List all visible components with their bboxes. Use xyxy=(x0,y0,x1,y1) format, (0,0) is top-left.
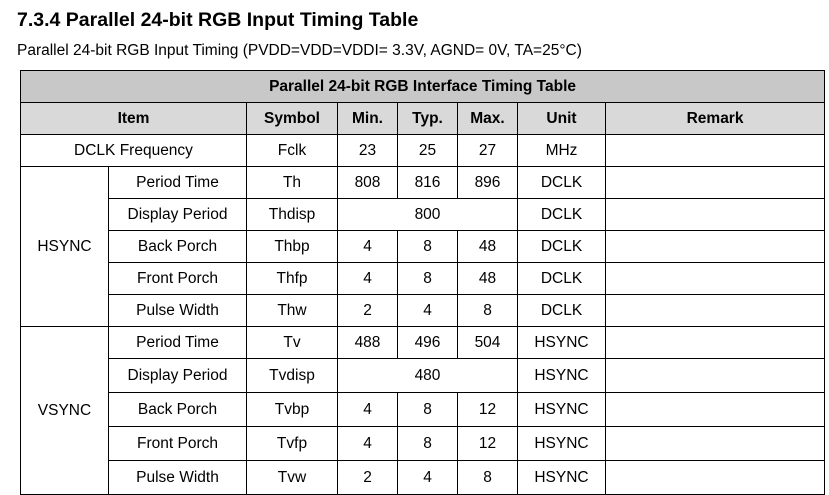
table-row-vsync-display: Display Period Tvdisp 480 HSYNC xyxy=(21,358,826,393)
cell-min: 4 xyxy=(337,262,398,295)
cell-typ: 8 xyxy=(397,392,458,427)
cell-max: 8 xyxy=(457,460,518,495)
cell-min: 4 xyxy=(337,392,398,427)
cell-min: 23 xyxy=(337,134,398,167)
cell-unit: HSYNC xyxy=(517,326,606,359)
table-row-hsync-pulse-width: Pulse Width Thw 2 4 8 DCLK xyxy=(21,294,826,327)
table-row-vsync-back-porch: Back Porch Tvbp 4 8 12 HSYNC xyxy=(21,392,826,427)
cell-max: 48 xyxy=(457,230,518,263)
cell-item: Front Porch xyxy=(108,426,247,461)
cell-typ: 25 xyxy=(397,134,458,167)
cell-item: Back Porch xyxy=(108,230,247,263)
cell-remark xyxy=(604,392,826,427)
cell-max: 504 xyxy=(457,326,518,359)
table-row-hsync-back-porch: Back Porch Thbp 4 8 48 DCLK xyxy=(21,230,826,263)
cell-remark xyxy=(604,198,826,231)
cell-item: Pulse Width xyxy=(108,460,247,495)
cell-remark xyxy=(604,326,826,359)
cell-item: Front Porch xyxy=(108,262,247,295)
cell-min: 4 xyxy=(337,230,398,263)
table-title: Parallel 24-bit RGB Interface Timing Tab… xyxy=(19,70,826,103)
table-row-hsync-display: Display Period Thdisp 800 DCLK xyxy=(21,198,826,231)
cell-typ: 8 xyxy=(397,230,458,263)
cell-max: 896 xyxy=(457,166,518,199)
cell-typ: 4 xyxy=(397,460,458,495)
cell-unit: DCLK xyxy=(517,262,606,295)
cell-symbol: Tv xyxy=(246,326,338,359)
header-min: Min. xyxy=(337,102,398,135)
table-row-hsync-period: HSYNC Period Time Th 808 816 896 DCLK xyxy=(20,166,826,327)
cell-unit: DCLK xyxy=(517,198,606,231)
cell-unit: HSYNC xyxy=(517,358,606,393)
cell-item: Display Period xyxy=(108,358,247,393)
cell-unit: DCLK xyxy=(517,230,606,263)
cell-min: 2 xyxy=(337,294,398,327)
cell-remark xyxy=(604,460,826,495)
cell-symbol: Thw xyxy=(246,294,338,327)
cell-symbol: Thbp xyxy=(246,230,338,263)
cell-max: 12 xyxy=(457,426,518,461)
section-heading: 7.3.4 Parallel 24-bit RGB Input Timing T… xyxy=(17,9,419,31)
cell-symbol: Tvfp xyxy=(246,426,338,461)
cell-value: 800 xyxy=(337,198,518,231)
cell-typ: 8 xyxy=(397,262,458,295)
table-row-dclk: DCLK Frequency Fclk 23 25 27 MHz xyxy=(20,134,826,167)
cell-remark xyxy=(604,426,826,461)
group-label-vsync: VSYNC xyxy=(20,326,109,495)
cell-max: 48 xyxy=(457,262,518,295)
header-max: Max. xyxy=(457,102,518,135)
cell-item: Back Porch xyxy=(108,392,247,427)
cell-unit: HSYNC xyxy=(517,426,606,461)
header-remark: Remark xyxy=(604,102,826,135)
cell-symbol: Thdisp xyxy=(246,198,338,231)
cell-symbol: Fclk xyxy=(246,134,338,167)
cell-min: 488 xyxy=(337,326,398,359)
cell-unit: HSYNC xyxy=(517,392,606,427)
cell-item: Pulse Width xyxy=(108,294,247,327)
cell-unit: DCLK xyxy=(517,166,606,199)
cell-remark xyxy=(604,262,826,295)
cell-min: 2 xyxy=(337,460,398,495)
table-row-vsync-period: VSYNC Period Time Tv 488 496 504 HSYNC xyxy=(20,326,826,495)
group-label-hsync: HSYNC xyxy=(20,166,109,327)
cell-typ: 4 xyxy=(397,294,458,327)
cell-item: DCLK Frequency xyxy=(20,134,247,167)
cell-unit: HSYNC xyxy=(517,460,606,495)
cell-value: 480 xyxy=(337,358,518,393)
cell-symbol: Thfp xyxy=(246,262,338,295)
cell-remark xyxy=(604,230,826,263)
table-row-hsync-front-porch: Front Porch Thfp 4 8 48 DCLK xyxy=(21,262,826,295)
table-row-vsync-pulse-width: Pulse Width Tvw 2 4 8 HSYNC xyxy=(21,460,826,495)
cell-symbol: Th xyxy=(246,166,338,199)
timing-table: Parallel 24-bit RGB Interface Timing Tab… xyxy=(19,70,826,495)
cell-symbol: Tvdisp xyxy=(246,358,338,393)
header-typ: Typ. xyxy=(397,102,458,135)
header-item: Item xyxy=(20,102,247,135)
header-unit: Unit xyxy=(517,102,606,135)
cell-typ: 816 xyxy=(397,166,458,199)
cell-typ: 496 xyxy=(397,326,458,359)
cell-item: Period Time xyxy=(108,326,247,359)
cell-remark xyxy=(604,166,826,199)
cell-symbol: Tvw xyxy=(246,460,338,495)
cell-remark xyxy=(604,358,826,393)
cell-remark xyxy=(604,294,826,327)
cell-unit: DCLK xyxy=(517,294,606,327)
cell-min: 808 xyxy=(337,166,398,199)
cell-item: Display Period xyxy=(108,198,247,231)
cell-remark xyxy=(604,134,826,167)
cell-min: 4 xyxy=(337,426,398,461)
cell-symbol: Tvbp xyxy=(246,392,338,427)
cell-typ: 8 xyxy=(397,426,458,461)
table-row-vsync-front-porch: Front Porch Tvfp 4 8 12 HSYNC xyxy=(21,426,826,461)
header-symbol: Symbol xyxy=(246,102,338,135)
table-caption: Parallel 24-bit RGB Input Timing (PVDD=V… xyxy=(17,42,582,59)
header-row: Item Symbol Min. Typ. Max. Unit Remark xyxy=(20,102,826,135)
cell-unit: MHz xyxy=(517,134,606,167)
cell-max: 12 xyxy=(457,392,518,427)
cell-item: Period Time xyxy=(108,166,247,199)
cell-max: 27 xyxy=(457,134,518,167)
cell-max: 8 xyxy=(457,294,518,327)
